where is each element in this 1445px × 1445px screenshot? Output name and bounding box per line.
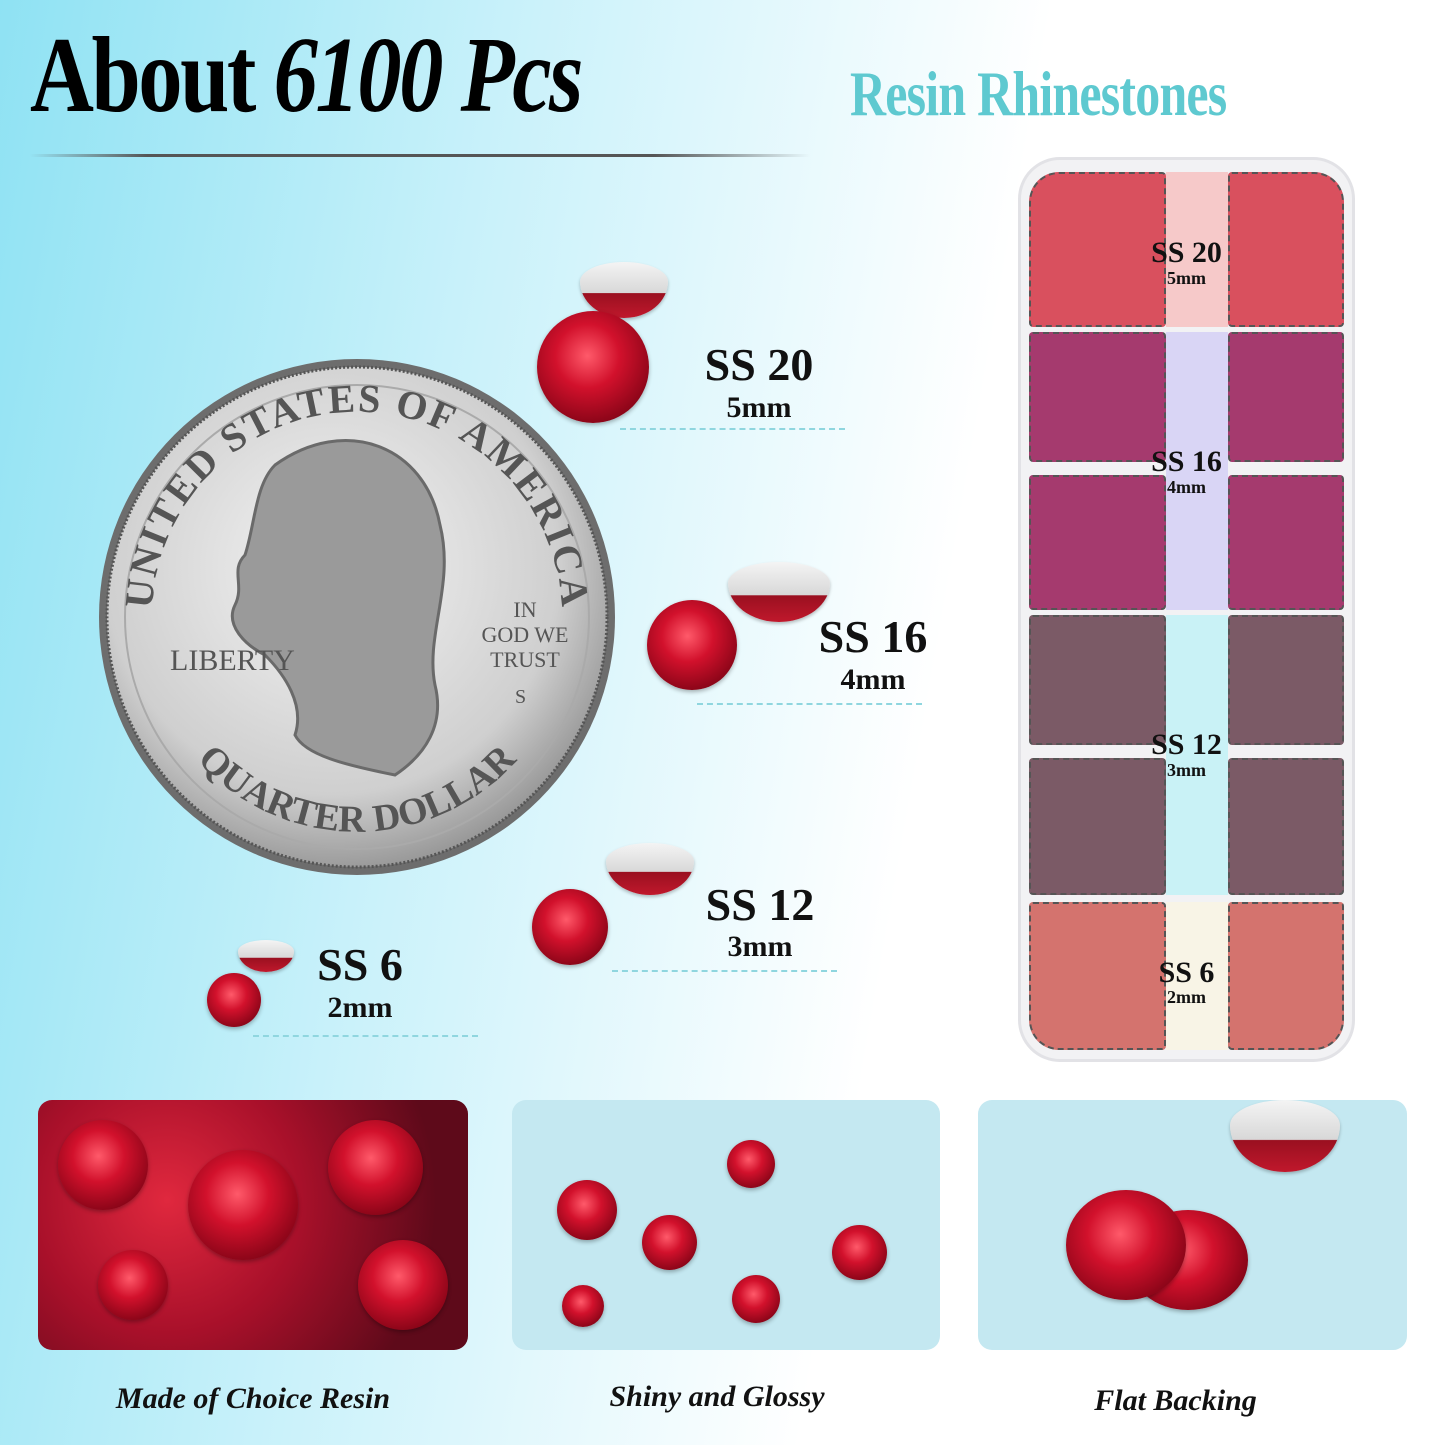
size-label: SS 6 — [317, 939, 403, 990]
coin-motto-3: TRUST — [490, 647, 560, 672]
stone-ss16 — [647, 600, 737, 690]
flatback-stone-ss12 — [606, 843, 694, 895]
size-mm: 4mm — [840, 663, 906, 696]
storage-box-image: SS 20 5mm SS 16 4mm SS 12 3mm SS 6 2mm — [1018, 157, 1355, 1062]
feature-caption: Flat Backing — [1094, 1384, 1257, 1417]
box-section-ss20: SS 20 5mm — [1029, 172, 1344, 327]
box-section-ss6: SS 6 2mm — [1029, 902, 1344, 1050]
divider — [612, 970, 837, 972]
box-label: SS 16 — [1151, 445, 1222, 478]
coin-motto-1: IN — [513, 597, 536, 622]
coin-motto-2: GOD WE — [482, 622, 569, 647]
box-mm: 3mm — [1167, 760, 1206, 780]
coin-liberty: LIBERTY — [170, 644, 295, 677]
stone-ss20 — [537, 311, 649, 423]
title-divider — [30, 154, 810, 157]
flatback-stone-ss20 — [580, 262, 668, 318]
box-mm: 4mm — [1167, 477, 1206, 497]
size-mm: 3mm — [727, 930, 793, 963]
stone-ss12 — [532, 889, 608, 965]
size-label: SS 12 — [705, 879, 815, 930]
box-label: SS 6 — [1158, 956, 1215, 989]
divider — [697, 703, 922, 705]
flatback-stone-ss16 — [728, 562, 830, 622]
feature-caption: Made of Choice Resin — [115, 1382, 391, 1415]
size-mm: 5mm — [726, 391, 792, 424]
flatback-stone-ss6 — [238, 940, 294, 972]
size-label: SS 20 — [704, 339, 814, 390]
box-mm: 5mm — [1167, 268, 1206, 288]
divider — [620, 428, 845, 430]
box-label: SS 12 — [1151, 728, 1222, 761]
box-label: SS 20 — [1151, 236, 1222, 269]
divider — [253, 1035, 478, 1037]
feature-image-flatback — [978, 1100, 1407, 1350]
box-section-ss16: SS 16 4mm — [1029, 332, 1344, 610]
stone-ss6 — [207, 973, 261, 1027]
quarter-coin-image: UNITED STATES OF AMERICA QUARTER DOLLAR … — [99, 359, 615, 875]
headline: About 6100 Pcs — [30, 22, 584, 130]
feature-image-resin — [38, 1100, 468, 1350]
box-section-ss12: SS 12 3mm — [1029, 615, 1344, 895]
coin-mint-mark: S — [515, 686, 526, 708]
size-label: SS 16 — [818, 611, 928, 662]
headline-about: About — [30, 16, 256, 135]
feature-image-glossy — [512, 1100, 940, 1350]
size-mm: 2mm — [327, 991, 393, 1024]
headline-count: 6100 Pcs — [273, 16, 584, 135]
box-mm: 2mm — [1167, 987, 1206, 1007]
feature-caption: Shiny and Glossy — [609, 1380, 825, 1413]
headline-subtitle: Resin Rhinestones — [850, 58, 1227, 129]
